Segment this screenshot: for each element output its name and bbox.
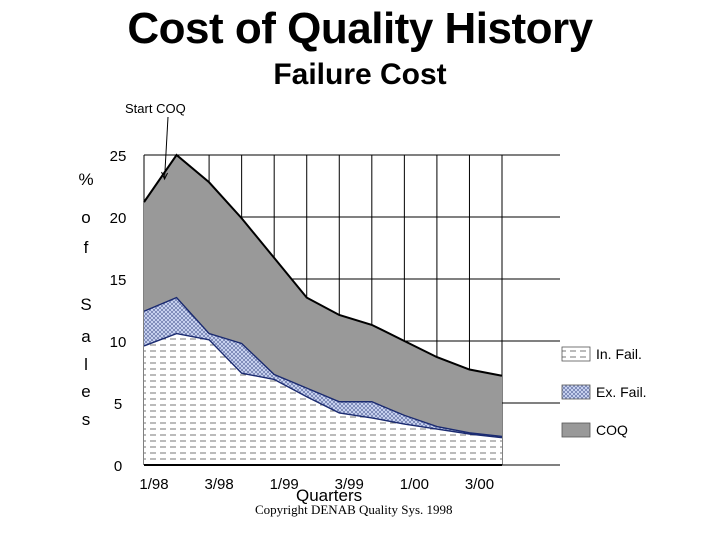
y-axis-label-letter: l	[84, 355, 88, 374]
y-axis-label-letter: s	[82, 410, 91, 429]
series-line	[143, 296, 503, 438]
y-tick-label: 5	[114, 396, 122, 413]
series-line	[143, 332, 503, 439]
y-tick-label: 15	[110, 272, 127, 289]
legend-label: COQ	[596, 422, 628, 438]
x-tick-label: 3/00	[465, 476, 494, 493]
legend-swatch	[561, 422, 591, 438]
legend-label: In. Fail.	[596, 346, 642, 362]
legend-label: Ex. Fail.	[596, 384, 647, 400]
x-axis-label: Quarters	[296, 486, 363, 505]
y-tick-label: 0	[114, 458, 122, 475]
y-tick-label: 25	[110, 148, 127, 165]
axes: 0 5 10 15 20 25 1/98 3/98 1/99 3/99 1/00 3/00	[110, 148, 502, 493]
y-tick-label: 10	[110, 334, 127, 351]
series-line	[143, 153, 503, 377]
y-axis-label-letter: f	[84, 238, 89, 257]
annotation: Start COQ	[125, 101, 186, 181]
x-tick-label: 3/98	[204, 476, 233, 493]
x-tick-label: 1/98	[139, 476, 168, 493]
legend-swatch	[561, 346, 591, 362]
annotation-arrowhead	[161, 171, 168, 181]
y-axis-label-letter: e	[81, 382, 90, 401]
chart-title: Cost of Quality History	[127, 4, 593, 53]
legend-swatch	[561, 384, 591, 400]
y-tick-label: 20	[110, 210, 127, 227]
areas	[143, 153, 503, 465]
legend: In. Fail. Ex. Fail. COQ	[561, 346, 647, 438]
area-in-fail	[144, 333, 502, 465]
copyright-text: Copyright DENAB Quality Sys. 1998	[255, 502, 453, 517]
x-tick-label: 1/00	[400, 476, 429, 493]
annotation-label: Start COQ	[125, 101, 186, 116]
annotation-arrow	[164, 116, 169, 180]
y-axis-label-letter: o	[81, 208, 90, 227]
x-tick-label: 1/99	[270, 476, 299, 493]
x-tick-label: 3/99	[335, 476, 364, 493]
y-axis-label-letter: a	[81, 327, 91, 346]
y-axis-label-letter: %	[78, 170, 93, 189]
chart-subtitle: Failure Cost	[273, 58, 447, 91]
y-axis-label-letter: S	[80, 295, 91, 314]
